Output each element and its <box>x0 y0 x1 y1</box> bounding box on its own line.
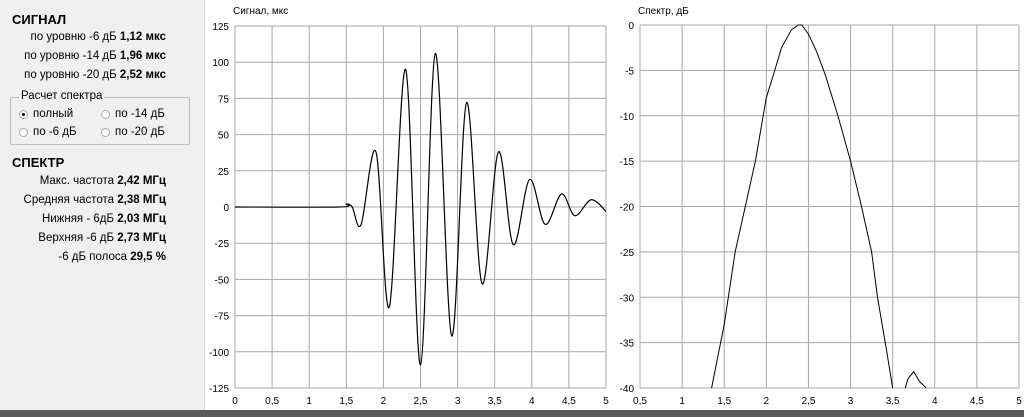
x-tick-label: 3 <box>848 396 854 407</box>
y-tick-label: -25 <box>215 239 230 250</box>
x-tick-label: 3,5 <box>488 396 502 407</box>
y-tick-label: 100 <box>212 58 229 69</box>
info-value: 2,52 мкс <box>119 69 166 81</box>
radio-option[interactable]: по -6 дБ <box>19 126 77 138</box>
info-row: по уровню -20 дБ 2,52 мкс <box>24 69 166 81</box>
x-tick-label: 5 <box>603 396 609 407</box>
radio-icon[interactable] <box>19 127 28 137</box>
x-tick-label: 1,5 <box>339 396 353 407</box>
info-row: Нижняя - 6дБ 2,03 МГц <box>42 213 166 225</box>
x-tick-label: 1 <box>679 396 685 407</box>
radio-icon[interactable] <box>101 109 110 119</box>
info-value: 2,38 МГц <box>117 194 166 206</box>
x-tick-label: 2,5 <box>414 396 428 407</box>
y-tick-label: 0 <box>223 203 229 214</box>
signal-heading: СИГНАЛ <box>12 12 67 27</box>
y-tick-label: -10 <box>620 112 635 123</box>
info-label: по уровню -6 дБ <box>30 31 117 43</box>
radio-option[interactable]: полный <box>19 108 73 120</box>
info-value: 2,03 МГц <box>117 213 166 225</box>
radio-label: по -20 дБ <box>115 126 165 138</box>
y-tick-label: 75 <box>218 94 230 105</box>
y-tick-label: 50 <box>218 131 230 142</box>
spectrum-heading: СПЕКТР <box>12 155 65 170</box>
x-tick-label: 1 <box>306 396 312 407</box>
x-tick-label: 4 <box>932 396 938 407</box>
y-tick-label: -100 <box>209 348 229 359</box>
info-row: -6 дБ полоса 29,5 % <box>58 251 166 263</box>
spectrum-series-line <box>711 24 894 389</box>
y-tick-label: -40 <box>620 384 635 395</box>
info-row: по уровню -14 дБ 1,96 мкс <box>24 50 166 62</box>
radio-option[interactable]: по -20 дБ <box>101 126 165 138</box>
info-value: 1,96 мкс <box>119 50 166 62</box>
x-tick-label: 4,5 <box>970 396 984 407</box>
spectrum-calc-legend: Расчет спектра <box>19 90 105 102</box>
y-tick-label: -20 <box>620 203 635 214</box>
info-label: -6 дБ полоса <box>58 251 127 263</box>
info-row: Средняя частота 2,38 МГц <box>24 194 166 206</box>
x-tick-label: 4 <box>529 396 535 407</box>
info-row: Макс. частота 2,42 МГц <box>40 175 166 187</box>
info-value: 2,42 МГц <box>117 175 166 187</box>
y-tick-label: -25 <box>620 248 635 259</box>
x-tick-label: 4,5 <box>562 396 576 407</box>
y-tick-label: -30 <box>620 293 635 304</box>
x-tick-label: 3,5 <box>886 396 900 407</box>
y-tick-label: -50 <box>215 275 230 286</box>
x-tick-label: 2 <box>381 396 387 407</box>
y-tick-label: -5 <box>625 66 634 77</box>
info-value: 2,73 МГц <box>117 232 166 244</box>
x-tick-label: 0 <box>232 396 238 407</box>
info-label: Макс. частота <box>39 175 115 187</box>
x-tick-label: 1,5 <box>717 396 731 407</box>
y-tick-label: -35 <box>620 339 635 350</box>
chart-title: Спектр, дБ <box>638 6 689 17</box>
info-panel: СИГНАЛ по уровню -6 дБ 1,12 мкс по уровню… <box>0 0 205 410</box>
x-tick-label: 0,5 <box>633 396 647 407</box>
info-label: по уровню -14 дБ <box>24 50 117 62</box>
radio-option[interactable]: по -14 дБ <box>101 108 165 120</box>
x-tick-label: 2 <box>764 396 770 407</box>
info-value: 1,12 мкс <box>119 31 166 43</box>
info-row: по уровню -6 дБ 1,12 мкс <box>31 31 167 43</box>
radio-label: по -6 дБ <box>33 126 77 138</box>
radio-icon[interactable] <box>19 109 28 119</box>
info-label: Верхняя -6 дБ <box>38 232 115 244</box>
chart-title: Сигнал, мкс <box>233 6 288 17</box>
x-tick-label: 5 <box>1016 396 1022 407</box>
info-label: Нижняя - 6дБ <box>41 213 115 225</box>
x-tick-label: 0,5 <box>265 396 279 407</box>
info-value: 29,5 % <box>130 251 166 263</box>
x-tick-label: 2,5 <box>801 396 815 407</box>
signal-chart: Сигнал, мкс 0 0,5 1 1,5 2 2,5 3 3,5 4 4,5 5 125 100 75… <box>209 6 609 407</box>
x-tick-label: 3 <box>455 396 461 407</box>
status-strip <box>0 410 1024 417</box>
spectrum-series-line <box>904 370 927 389</box>
radio-label: полный <box>33 108 74 120</box>
info-label: Средняя частота <box>23 194 115 206</box>
spectrum-chart: Спектр, дБ 0,5 1 1,5 2 2,5 3 3,5 4 4,5 5 0 -5 -10 -15 -… <box>620 6 1023 407</box>
y-tick-label: 25 <box>218 167 230 178</box>
info-row: Верхняя -6 дБ 2,73 МГц <box>38 232 166 244</box>
y-tick-label: 0 <box>628 21 634 32</box>
y-tick-label: -125 <box>209 384 229 395</box>
radio-icon[interactable] <box>101 127 110 137</box>
spectrum-calc-group: Расчет спектра полный по -14 дБ по -6 дБ по… <box>10 90 190 145</box>
radio-label: по -14 дБ <box>115 108 165 120</box>
y-tick-label: -15 <box>620 157 635 168</box>
signal-series-line <box>234 52 607 366</box>
info-label: по уровню -20 дБ <box>24 69 117 81</box>
y-tick-label: 125 <box>212 22 229 33</box>
y-tick-label: -75 <box>215 312 230 323</box>
